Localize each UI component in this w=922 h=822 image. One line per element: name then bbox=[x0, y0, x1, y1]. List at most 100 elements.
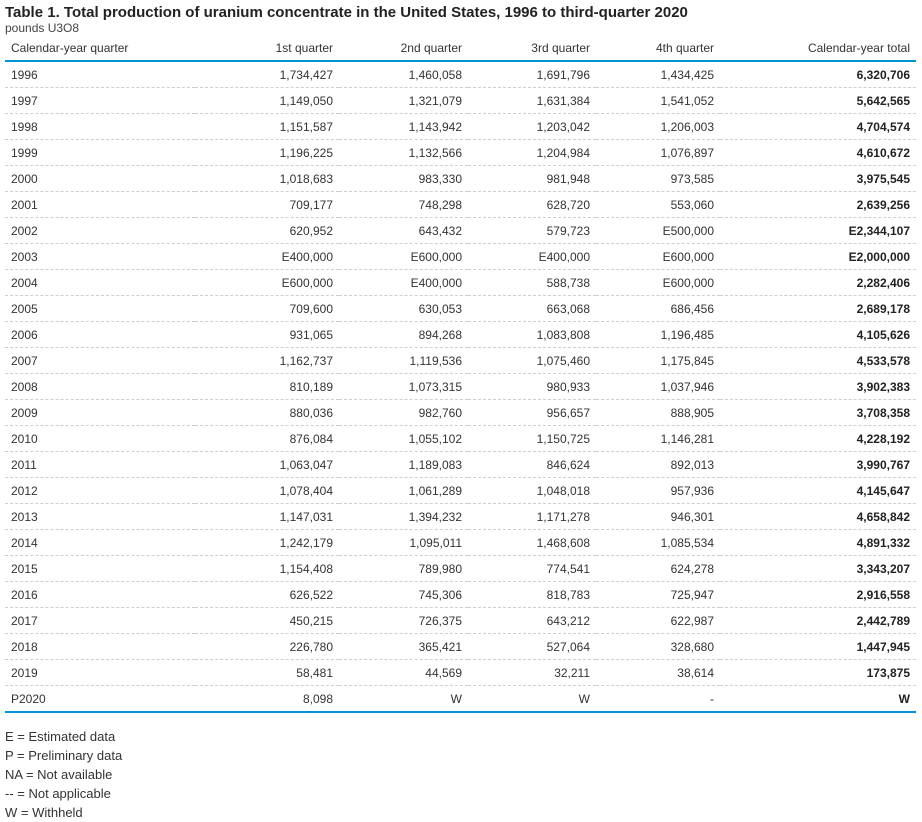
cell-total: 4,533,578 bbox=[720, 347, 916, 374]
cell-q4: - bbox=[596, 685, 720, 713]
cell-total: 4,145,647 bbox=[720, 477, 916, 504]
cell-q3: 527,064 bbox=[468, 633, 596, 660]
cell-q4: 1,076,897 bbox=[596, 139, 720, 166]
cell-q1: 876,084 bbox=[195, 425, 339, 452]
cell-q2: 1,143,942 bbox=[339, 113, 468, 140]
table-row: 2014 1,242,179 1,095,011 1,468,608 1,085,534… bbox=[5, 529, 916, 556]
col-header-period: Calendar-year quarter bbox=[5, 36, 195, 62]
cell-period: 2000 bbox=[5, 165, 195, 192]
cell-q4: 1,541,052 bbox=[596, 87, 720, 114]
cell-q1: 226,780 bbox=[195, 633, 339, 660]
cell-q3: 1,075,460 bbox=[468, 347, 596, 374]
cell-q4: 892,013 bbox=[596, 451, 720, 478]
cell-q2: 726,375 bbox=[339, 607, 468, 634]
cell-q1: 620,952 bbox=[195, 217, 339, 244]
cell-q4: 624,278 bbox=[596, 555, 720, 582]
cell-q1: E400,000 bbox=[195, 243, 339, 270]
header-row: Calendar-year quarter 1st quarter 2nd qu… bbox=[5, 36, 916, 62]
cell-q1: 58,481 bbox=[195, 659, 339, 686]
cell-period: 2011 bbox=[5, 451, 195, 478]
cell-period: 2001 bbox=[5, 191, 195, 218]
cell-q4: 328,680 bbox=[596, 633, 720, 660]
table-row: 2010 876,084 1,055,102 1,150,725 1,146,281 4,… bbox=[5, 425, 916, 452]
footnotes: E = Estimated data P = Preliminary data NA… bbox=[5, 727, 917, 822]
cell-total: 4,704,574 bbox=[720, 113, 916, 140]
cell-q4: 888,905 bbox=[596, 399, 720, 426]
cell-q4: 957,936 bbox=[596, 477, 720, 504]
col-header-q2: 2nd quarter bbox=[339, 36, 468, 62]
table-row: 2012 1,078,404 1,061,289 1,048,018 957,936 4,… bbox=[5, 477, 916, 504]
cell-q1: 1,196,225 bbox=[195, 139, 339, 166]
table-row: 1997 1,149,050 1,321,079 1,631,384 1,541,052… bbox=[5, 87, 916, 114]
table-row: 2019 58,481 44,569 32,211 38,614 173,875 bbox=[5, 659, 916, 686]
cell-q2: 1,055,102 bbox=[339, 425, 468, 452]
cell-period: 2015 bbox=[5, 555, 195, 582]
cell-q4: 1,206,003 bbox=[596, 113, 720, 140]
table-row: 2004 E600,000 E400,000 588,738 E600,000 2,282… bbox=[5, 269, 916, 296]
cell-q4: 38,614 bbox=[596, 659, 720, 686]
cell-q1: E600,000 bbox=[195, 269, 339, 296]
col-header-total: Calendar-year total bbox=[720, 36, 916, 62]
cell-q1: 880,036 bbox=[195, 399, 339, 426]
table-row: 2003 E400,000 E600,000 E400,000 E600,000 E2,0… bbox=[5, 243, 916, 270]
cell-period: P2020 bbox=[5, 685, 195, 713]
cell-total: 4,891,332 bbox=[720, 529, 916, 556]
cell-q4: E500,000 bbox=[596, 217, 720, 244]
cell-period: 1999 bbox=[5, 139, 195, 166]
cell-total: 2,639,256 bbox=[720, 191, 916, 218]
cell-q3: W bbox=[468, 685, 596, 713]
col-header-q1: 1st quarter bbox=[195, 36, 339, 62]
cell-q1: 709,177 bbox=[195, 191, 339, 218]
cell-q2: 630,053 bbox=[339, 295, 468, 322]
cell-q3: 1,171,278 bbox=[468, 503, 596, 530]
cell-period: 2010 bbox=[5, 425, 195, 452]
cell-period: 2016 bbox=[5, 581, 195, 608]
cell-q4: E600,000 bbox=[596, 243, 720, 270]
cell-q2: E400,000 bbox=[339, 269, 468, 296]
cell-q1: 1,149,050 bbox=[195, 87, 339, 114]
table-row: 2013 1,147,031 1,394,232 1,171,278 946,301 4,… bbox=[5, 503, 916, 530]
cell-q4: 1,196,485 bbox=[596, 321, 720, 348]
cell-q2: 748,298 bbox=[339, 191, 468, 218]
footnote-line: E = Estimated data bbox=[5, 729, 116, 744]
cell-q1: 450,215 bbox=[195, 607, 339, 634]
table-row: 2001 709,177 748,298 628,720 553,060 2,639,25… bbox=[5, 191, 916, 218]
production-table: Calendar-year quarter 1st quarter 2nd qu… bbox=[5, 36, 916, 713]
cell-q2: 745,306 bbox=[339, 581, 468, 608]
cell-total: 173,875 bbox=[720, 659, 916, 686]
cell-total: 3,975,545 bbox=[720, 165, 916, 192]
table-row: 2000 1,018,683 983,330 981,948 973,585 3,975,… bbox=[5, 165, 916, 192]
cell-q2: 982,760 bbox=[339, 399, 468, 426]
cell-period: 1998 bbox=[5, 113, 195, 140]
table-row: 2002 620,952 643,432 579,723 E500,000 E2,344,… bbox=[5, 217, 916, 244]
cell-q4: 1,434,425 bbox=[596, 61, 720, 88]
cell-q3: 981,948 bbox=[468, 165, 596, 192]
cell-q3: 1,204,984 bbox=[468, 139, 596, 166]
cell-period: 2007 bbox=[5, 347, 195, 374]
cell-q4: 1,146,281 bbox=[596, 425, 720, 452]
table-row: 2017 450,215 726,375 643,212 622,987 2,442,78… bbox=[5, 607, 916, 634]
cell-total: 3,343,207 bbox=[720, 555, 916, 582]
cell-q3: 1,150,725 bbox=[468, 425, 596, 452]
table-row: 2016 626,522 745,306 818,783 725,947 2,916,55… bbox=[5, 581, 916, 608]
cell-q3: 1,203,042 bbox=[468, 113, 596, 140]
footnote-line: W = Withheld bbox=[5, 805, 83, 820]
cell-period: 2019 bbox=[5, 659, 195, 686]
cell-total: 4,228,192 bbox=[720, 425, 916, 452]
cell-q1: 709,600 bbox=[195, 295, 339, 322]
cell-total: E2,000,000 bbox=[720, 243, 916, 270]
cell-q1: 1,018,683 bbox=[195, 165, 339, 192]
cell-period: 2017 bbox=[5, 607, 195, 634]
table-body: 1996 1,734,427 1,460,058 1,691,796 1,434,425… bbox=[5, 61, 916, 713]
cell-q4: E600,000 bbox=[596, 269, 720, 296]
cell-period: 2005 bbox=[5, 295, 195, 322]
cell-q3: 579,723 bbox=[468, 217, 596, 244]
cell-period: 2006 bbox=[5, 321, 195, 348]
cell-q4: 686,456 bbox=[596, 295, 720, 322]
cell-q4: 946,301 bbox=[596, 503, 720, 530]
table-row: 2015 1,154,408 789,980 774,541 624,278 3,343,… bbox=[5, 555, 916, 582]
cell-q2: 643,432 bbox=[339, 217, 468, 244]
table-row: 2018 226,780 365,421 527,064 328,680 1,447,94… bbox=[5, 633, 916, 660]
cell-total: 5,642,565 bbox=[720, 87, 916, 114]
table-row: P2020 8,098 W W - W bbox=[5, 685, 916, 713]
